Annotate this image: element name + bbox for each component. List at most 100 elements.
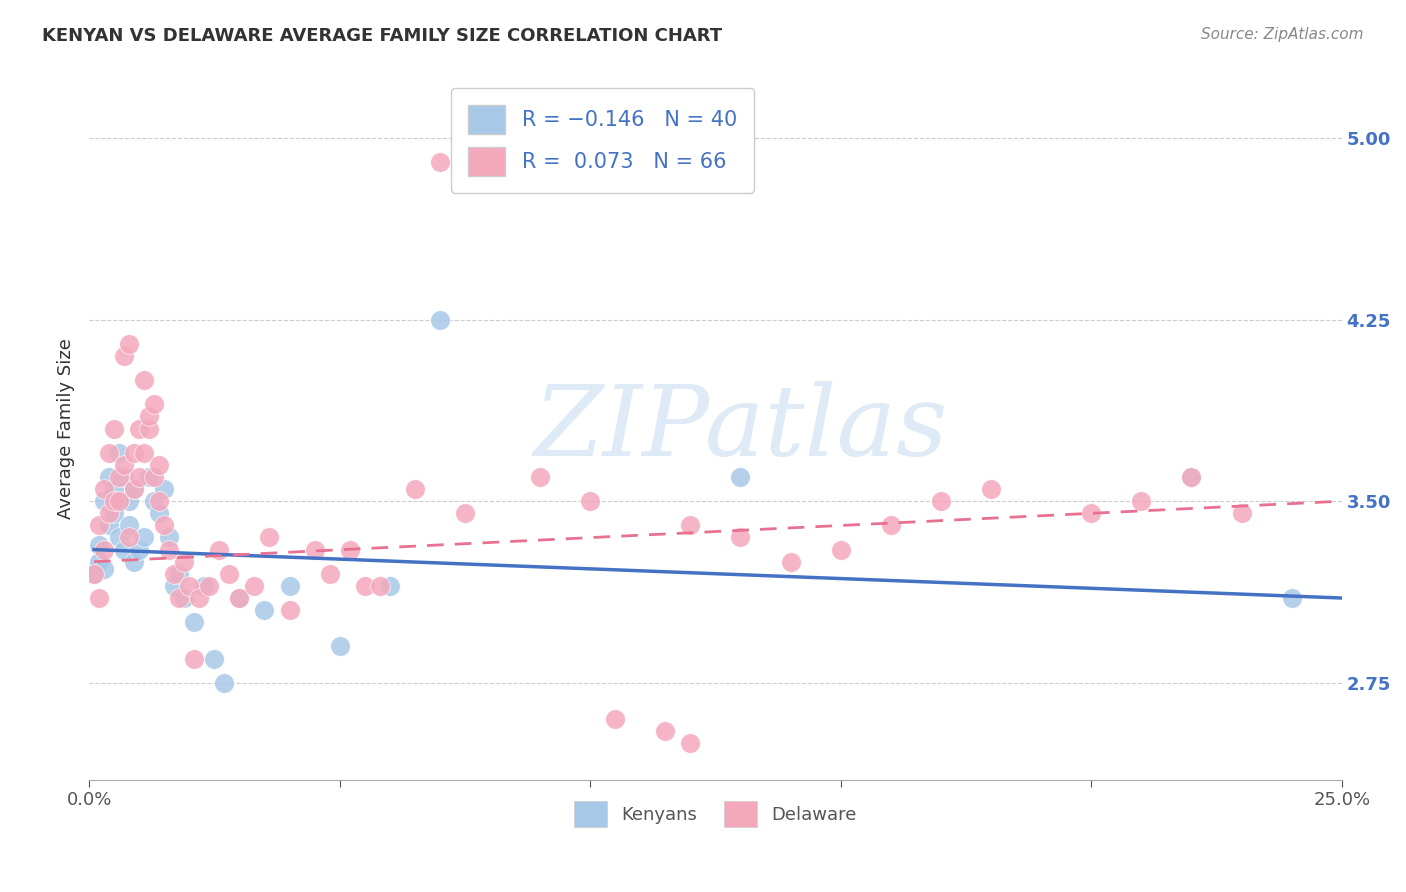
Point [980,482,1002,496]
Point [368,579,391,593]
Point [1130,494,1153,508]
Point [98,446,121,460]
Point [579,494,602,508]
Point [103,506,125,520]
Point [318,566,340,581]
Point [148,494,170,508]
Legend: Kenyans, Delaware: Kenyans, Delaware [567,794,863,834]
Text: KENYAN VS DELAWARE AVERAGE FAMILY SIZE CORRELATION CHART: KENYAN VS DELAWARE AVERAGE FAMILY SIZE C… [42,27,723,45]
Point [143,494,166,508]
Point [103,421,125,435]
Point [173,591,195,605]
Point [98,518,121,533]
Point [108,470,131,484]
Point [128,470,150,484]
Point [730,531,752,545]
Point [153,482,176,496]
Point [157,542,180,557]
Text: Source: ZipAtlas.com: Source: ZipAtlas.com [1201,27,1364,42]
Point [429,312,451,326]
Point [1230,506,1253,520]
Point [183,615,205,630]
Point [218,566,240,581]
Point [429,155,451,169]
Point [122,482,145,496]
Point [183,651,205,665]
Point [87,591,110,605]
Point [108,494,131,508]
Point [329,640,352,654]
Point [208,542,231,557]
Point [112,542,135,557]
Point [378,579,401,593]
Point [93,542,115,557]
Point [157,531,180,545]
Point [654,724,676,739]
Point [259,531,281,545]
Point [138,470,160,484]
Point [93,562,115,576]
Point [454,506,477,520]
Point [138,421,160,435]
Point [93,482,115,496]
Point [1281,591,1303,605]
Point [188,591,211,605]
Point [83,566,105,581]
Point [679,518,702,533]
Y-axis label: Average Family Size: Average Family Size [58,338,75,519]
Point [529,470,551,484]
Point [228,591,250,605]
Point [87,518,110,533]
Point [214,675,236,690]
Point [163,579,186,593]
Point [198,579,221,593]
Point [304,542,326,557]
Point [679,736,702,750]
Point [103,494,125,508]
Point [112,458,135,472]
Point [179,579,201,593]
Point [167,591,190,605]
Point [163,566,186,581]
Point [278,579,301,593]
Point [93,494,115,508]
Point [98,470,121,484]
Point [128,542,150,557]
Point [83,566,105,581]
Point [98,506,121,520]
Point [103,482,125,496]
Point [880,518,903,533]
Point [243,579,266,593]
Point [134,446,156,460]
Text: ZIPatlas: ZIPatlas [533,381,948,476]
Point [929,494,952,508]
Point [134,531,156,545]
Point [118,518,141,533]
Point [353,579,375,593]
Point [134,373,156,387]
Point [1180,470,1202,484]
Point [202,651,225,665]
Point [118,531,141,545]
Point [228,591,250,605]
Point [1080,506,1102,520]
Point [143,397,166,411]
Point [404,482,426,496]
Point [108,446,131,460]
Point [605,712,627,726]
Point [830,542,852,557]
Point [87,538,110,552]
Point [128,421,150,435]
Point [167,566,190,581]
Point [143,470,166,484]
Point [118,336,141,351]
Point [148,506,170,520]
Point [278,603,301,617]
Point [253,603,276,617]
Point [122,446,145,460]
Point [112,470,135,484]
Point [153,518,176,533]
Point [779,555,801,569]
Point [193,579,215,593]
Point [730,470,752,484]
